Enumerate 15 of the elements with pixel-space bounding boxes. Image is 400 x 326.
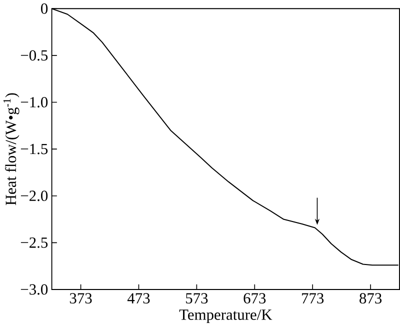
x-tick-label: 873: [360, 292, 382, 304]
y-axis-title: Heat flow/(W•g$^{-1}$): [3, 93, 20, 205]
x-tick-label: 773: [302, 292, 324, 304]
x-tick-label: 673: [244, 292, 266, 304]
y-tick-label: −0.5: [20, 50, 48, 60]
y-tick-label: −1.0: [20, 96, 48, 108]
y-tick-label: −2.0: [20, 190, 48, 201]
x-tick-label: 373: [70, 292, 92, 304]
x-axis-title: Temperature/K: [179, 309, 272, 323]
x-tick-label: 473: [127, 292, 150, 304]
y-tick-label: −1.5: [20, 144, 48, 154]
y-tick-label: −2.5: [20, 237, 48, 248]
y-tick-label: −3.0: [20, 284, 48, 295]
x-tick-label: 573: [186, 292, 208, 304]
y-tick-label: 0: [41, 3, 48, 14]
